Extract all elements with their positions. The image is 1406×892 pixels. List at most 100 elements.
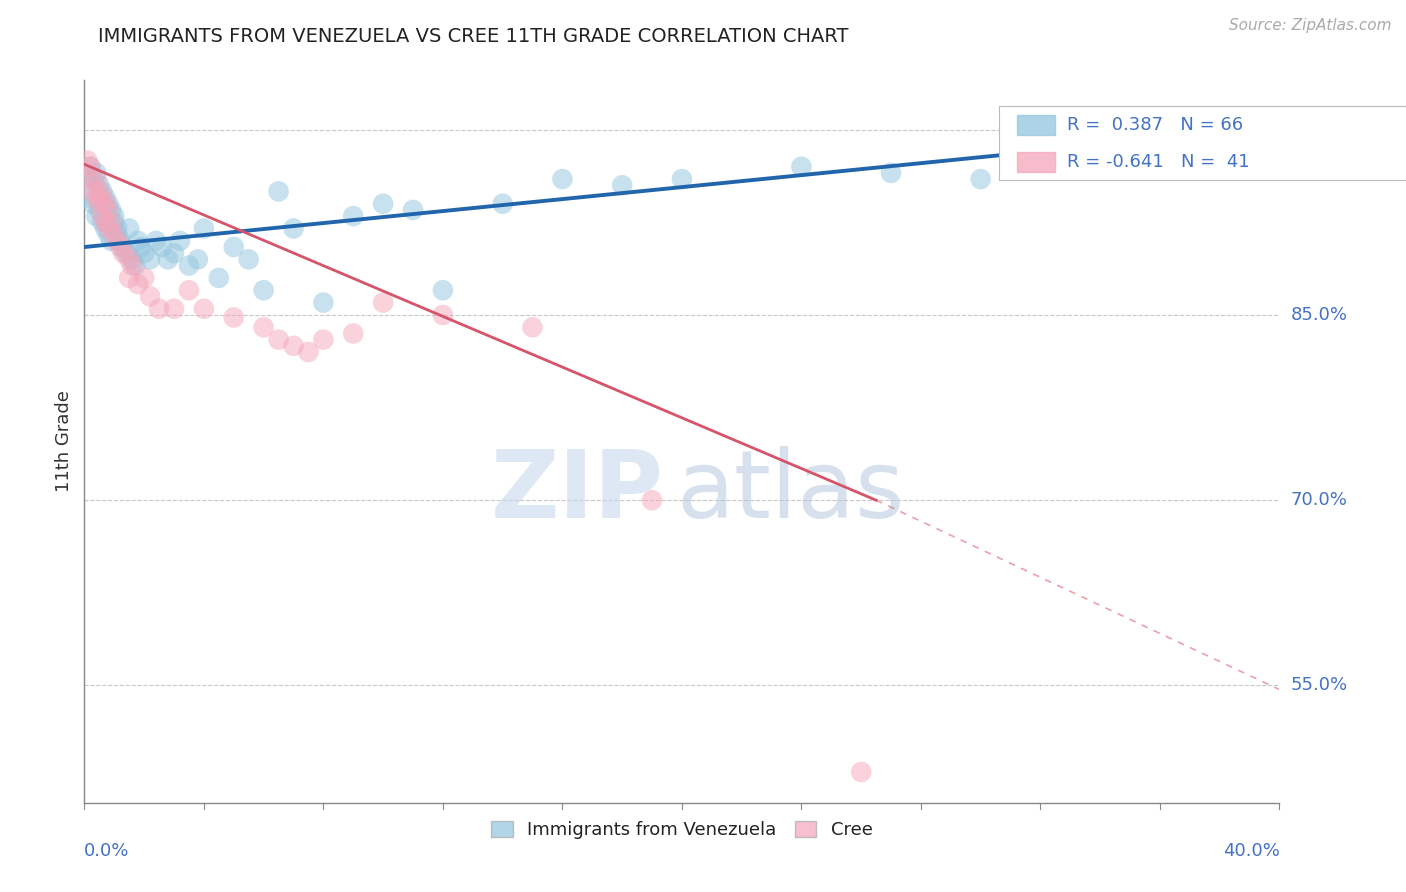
Point (100, 234, 122, 248)
Point (253, 320, 276, 334)
Text: 0.0%: 0.0% (84, 842, 129, 860)
Point (112, 240, 135, 254)
Point (89, 196, 111, 211)
Point (193, 301, 215, 316)
FancyBboxPatch shape (998, 106, 1406, 180)
Point (522, 320, 544, 334)
Point (193, 221, 215, 235)
Point (118, 252, 141, 267)
Point (121, 252, 143, 267)
Point (551, 172, 574, 186)
Point (1149, 141, 1171, 155)
Point (91, 191, 114, 205)
Point (110, 234, 132, 248)
Point (118, 271, 141, 285)
Point (121, 259, 143, 273)
Point (267, 333, 290, 347)
Point (86, 166, 108, 180)
Point (100, 202, 122, 217)
Point (851, 764, 873, 779)
Text: R = -0.641   N =  41: R = -0.641 N = 41 (1067, 153, 1250, 170)
Point (163, 246, 186, 260)
Text: 85.0%: 85.0% (1291, 306, 1347, 324)
Point (103, 215, 125, 229)
Point (97, 196, 120, 211)
Point (163, 301, 186, 316)
Point (208, 271, 231, 285)
Point (880, 166, 903, 180)
Point (150, 240, 173, 254)
Point (91, 209, 114, 223)
Point (187, 252, 209, 267)
Point (79, 160, 101, 174)
Point (1029, 153, 1052, 168)
Point (671, 172, 693, 186)
Point (1253, 141, 1275, 155)
Point (238, 252, 260, 267)
Point (86, 209, 108, 223)
Point (432, 283, 454, 297)
Point (110, 240, 132, 254)
Point (94, 215, 117, 229)
Text: 70.0%: 70.0% (1291, 491, 1347, 509)
Point (148, 301, 170, 316)
Point (612, 178, 634, 193)
Point (177, 259, 200, 273)
Point (105, 234, 128, 248)
Point (222, 240, 245, 254)
Point (312, 295, 335, 310)
Point (283, 221, 305, 235)
Point (76, 153, 98, 168)
Point (139, 289, 162, 303)
Point (103, 227, 125, 242)
Point (267, 185, 290, 199)
Bar (1017, 115, 1056, 135)
Point (432, 308, 454, 322)
Point (790, 160, 813, 174)
Point (105, 221, 128, 235)
Point (492, 196, 515, 211)
Point (157, 252, 180, 267)
Point (132, 246, 156, 260)
Bar (1017, 152, 1056, 171)
Point (82, 185, 104, 199)
Text: 55.0%: 55.0% (1291, 676, 1348, 695)
Text: atlas: atlas (676, 446, 904, 538)
Point (132, 271, 156, 285)
Point (127, 277, 149, 291)
Point (76, 172, 98, 186)
Point (100, 215, 122, 229)
Point (169, 234, 191, 248)
Legend: Immigrants from Venezuela, Cree: Immigrants from Venezuela, Cree (486, 815, 877, 845)
Point (82, 172, 104, 186)
Point (103, 209, 125, 223)
Point (129, 240, 152, 254)
Text: 40.0%: 40.0% (1223, 842, 1279, 860)
Point (402, 202, 425, 217)
Point (373, 295, 395, 310)
Point (89, 185, 111, 199)
Point (86, 191, 108, 205)
Point (82, 196, 104, 211)
Text: Source: ZipAtlas.com: Source: ZipAtlas.com (1229, 18, 1392, 33)
Point (1263, 128, 1285, 143)
Point (127, 234, 149, 248)
Point (342, 209, 364, 223)
Point (124, 259, 146, 273)
Point (139, 252, 162, 267)
Point (79, 191, 101, 205)
Point (1239, 135, 1261, 149)
Point (641, 493, 664, 508)
Point (297, 345, 319, 359)
Point (97, 221, 120, 235)
Point (105, 227, 128, 242)
Point (118, 221, 141, 235)
Point (91, 215, 114, 229)
Text: ZIP: ZIP (491, 446, 664, 538)
Point (97, 202, 120, 217)
Point (1268, 135, 1291, 149)
Point (283, 339, 305, 353)
Point (1209, 153, 1232, 168)
Point (89, 202, 111, 217)
Point (115, 246, 138, 260)
